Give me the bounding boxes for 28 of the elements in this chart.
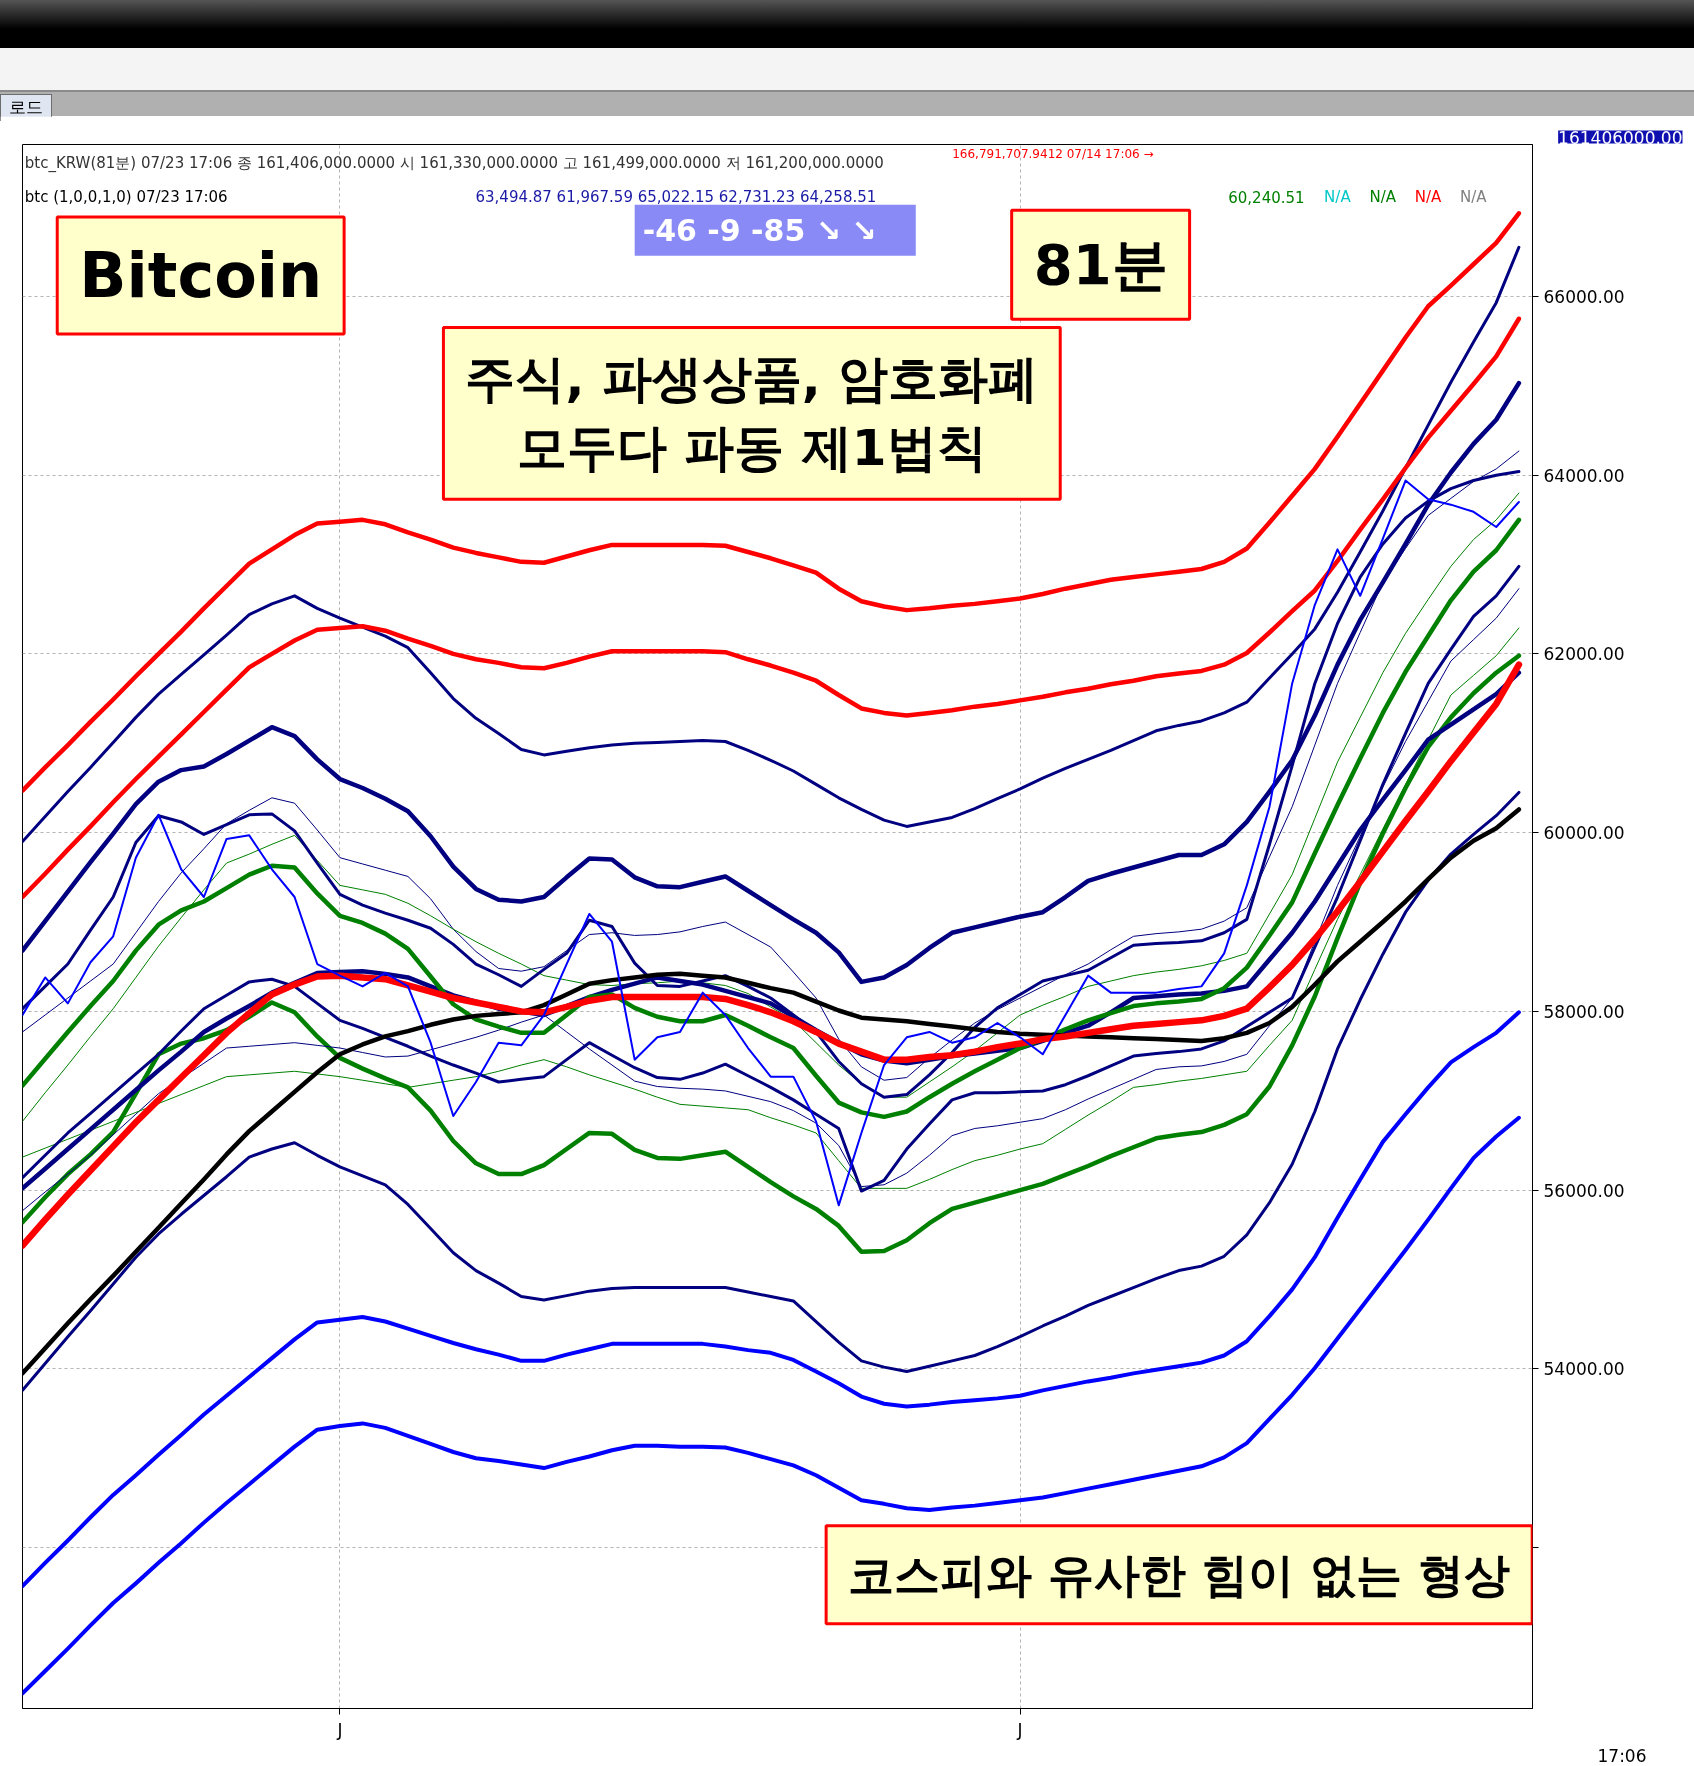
y-tick-label: 66000.00	[1543, 286, 1625, 307]
annotation: N/A	[1369, 187, 1397, 206]
annotation: btc (1,0,0,1,0) 07/23 17:06	[24, 187, 228, 206]
y-tick-label: 54000.00	[1543, 1359, 1625, 1380]
annotation: 166,791,707.9412 07/14 17:06 →	[952, 147, 1154, 162]
annotation: 60,240.51	[1228, 188, 1305, 207]
annotation: N/A	[1324, 187, 1352, 206]
annotation: Bitcoin	[79, 239, 323, 313]
annotation: N/A	[1414, 187, 1442, 206]
annotation: 63,494.87 61,967.59 65,022.15 62,731.23 64,258.51	[475, 187, 877, 206]
text: 17:06	[1597, 1745, 1647, 1766]
text: 로드	[0, 94, 52, 121]
annotation: 주식, 파생상품, 암호화폐 모두다 파동 제1법칙	[465, 349, 1039, 478]
annotation: -46 -9 -85 ↘ ↘	[642, 212, 877, 248]
y-tick-label: 60000.00	[1543, 823, 1625, 844]
x-tick-label: J	[1016, 1719, 1023, 1740]
y-tick-label: 56000.00	[1543, 1180, 1625, 1201]
text: 161406000.00	[1558, 127, 1683, 148]
annotation: N/A	[1460, 187, 1488, 206]
line-series	[22, 1115, 1521, 1696]
y-tick-label: 64000.00	[1543, 465, 1625, 486]
y-tick-label: 62000.00	[1543, 644, 1625, 665]
annotation: 코스피와 유사한 힘이 없는 형상	[848, 1547, 1511, 1602]
annotation: btc_KRW(81분) 07/23 17:06 종 161,406,000.0000 시 161,330,000.0000 고 161,499,000.0000 저 161,200,000.0000	[24, 153, 884, 173]
line-series	[22, 316, 1522, 900]
x-tick-label: J	[336, 1719, 343, 1740]
annotation: 81분	[1033, 232, 1168, 298]
y-tick-label: 58000.00	[1543, 1001, 1625, 1022]
